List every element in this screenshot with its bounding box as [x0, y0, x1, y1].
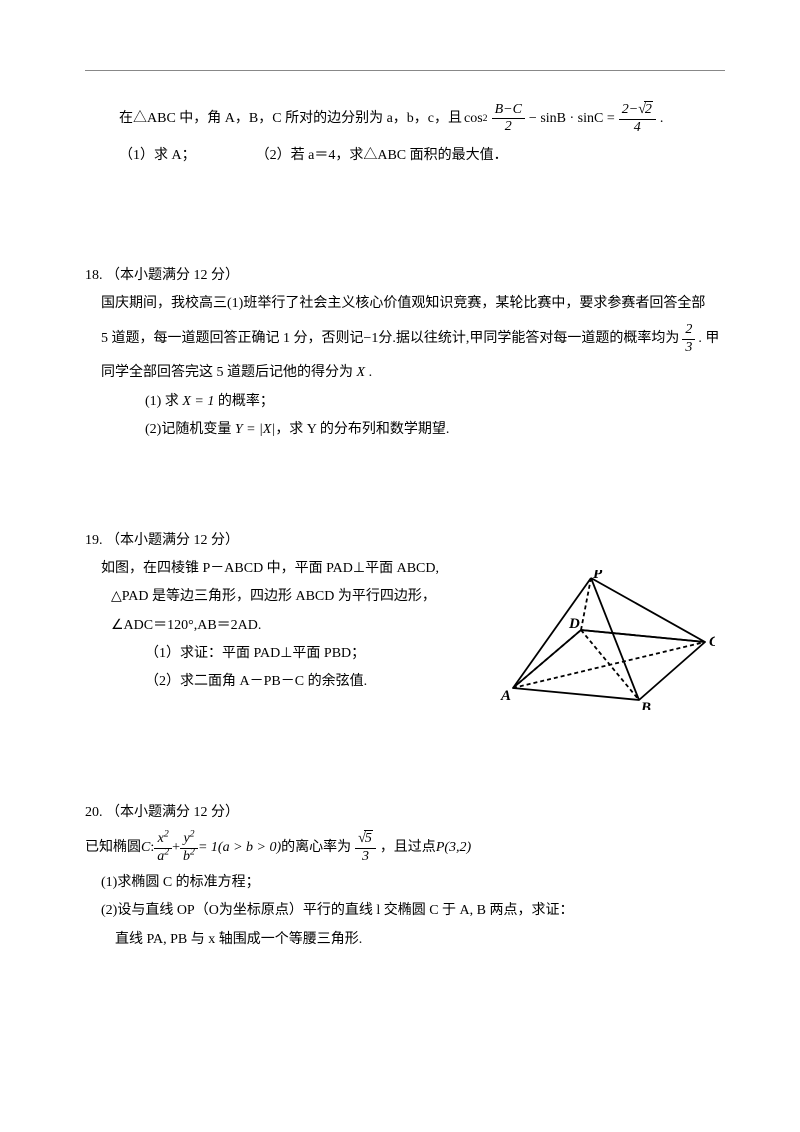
q17-sub2: （2）若 a＝4，求△ABC 面积的最大值．	[256, 145, 508, 167]
q18-s2: (2)记随机变量 Y = |X|，求 Y 的分布列和数学期望.	[145, 419, 725, 441]
question-20: 20. （本小题满分 12 分） 已知椭圆 C : x2 a2 + y2 b2 …	[85, 802, 725, 951]
q17-pre: 在△ABC 中，角 A，B，C 所对的边分别为 a，b，c，且	[119, 108, 462, 130]
top-rule	[85, 70, 725, 71]
frac-x2a2: x2 a2	[154, 831, 172, 866]
q18-s1: (1) 求 X = 1 的概率；	[145, 391, 725, 413]
label-d: D	[568, 616, 580, 632]
label-a: A	[500, 688, 511, 704]
question-17: 在△ABC 中，角 A，B，C 所对的边分别为 a，b，c，且 cos2 B−C…	[85, 101, 725, 167]
pyramid-figure: P A B C D	[495, 570, 715, 710]
q18-num: 18. （本小题满分 12 分）	[85, 265, 725, 287]
frac-sqrt5-3: 5 3	[355, 830, 376, 866]
q18-l3: 同学全部回答完这 5 道题后记他的得分为 X .	[101, 362, 725, 384]
q20-s2a: (2)设与直线 OP（O为坐标原点）平行的直线 l 交椭圆 C 于 A, B 两…	[101, 900, 725, 922]
q19-num: 19. （本小题满分 12 分）	[85, 530, 725, 552]
q18-l1: 国庆期间，我校高三(1)班举行了社会主义核心价值观知识竞赛，某轮比赛中，要求参赛…	[101, 293, 725, 315]
question-19: 19. （本小题满分 12 分） 如图，在四棱锥 P－ABCD 中，平面 PAD…	[85, 530, 725, 694]
frac-y2b2: y2 b2	[180, 831, 198, 866]
q20-s1: (1)求椭圆 C 的标准方程；	[101, 872, 725, 894]
q20-stem: 已知椭圆 C : x2 a2 + y2 b2 = 1 (a > b > 0) 的…	[85, 830, 725, 866]
question-18: 18. （本小题满分 12 分） 国庆期间，我校高三(1)班举行了社会主义核心价…	[85, 265, 725, 442]
frac-rhs: 2−2 4	[619, 101, 656, 137]
q17-dot: .	[660, 108, 664, 130]
q17-stem: 在△ABC 中，角 A，B，C 所对的边分别为 a，b，c，且 cos2 B−C…	[119, 101, 725, 137]
q17-mid: − sinB · sinC =	[529, 108, 615, 130]
cos-label: cos	[464, 108, 483, 130]
label-b: B	[640, 700, 651, 710]
frac-23: 2 3	[682, 322, 695, 357]
q20-s2b: 直线 PA, PB 与 x 轴围成一个等腰三角形.	[115, 929, 725, 951]
q20-num: 20. （本小题满分 12 分）	[85, 802, 725, 824]
q17-sub1: （1）求 A；	[119, 145, 196, 167]
label-c: C	[709, 634, 715, 650]
label-p: P	[593, 570, 603, 582]
q18-l2: 5 道题，每一道题回答正确记 1 分，否则记−1分.据以往统计,甲同学能答对每一…	[101, 322, 725, 357]
frac-bc2: B−C 2	[492, 102, 525, 137]
